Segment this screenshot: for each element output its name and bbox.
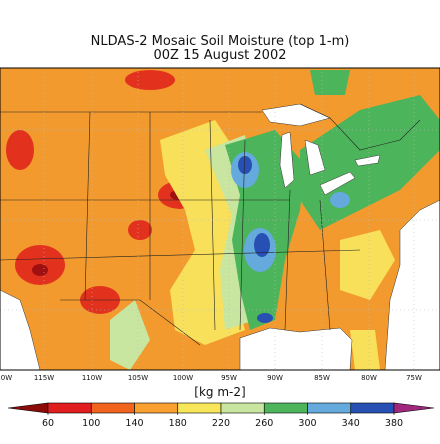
- moderate-band: [340, 230, 395, 300]
- colorbar-unit: [kg m-2]: [194, 385, 245, 399]
- colorbar-segment: [220, 402, 265, 414]
- longitude-label: 95W: [221, 374, 237, 382]
- colorbar-low: [7, 402, 49, 414]
- colorbar-segment: [350, 402, 395, 414]
- colorbar-tick-label: 60: [42, 418, 54, 429]
- colorbar: 60 100 140 180 220 260 300 340 380: [7, 402, 435, 429]
- wet-band: [110, 300, 150, 370]
- wetter-area: [310, 70, 350, 95]
- water: [0, 103, 440, 370]
- longitude-label: 80W: [361, 374, 377, 382]
- longitude-label: 105W: [128, 374, 148, 382]
- colorbar-tick-label: 220: [212, 418, 230, 429]
- longitude-label: 100W: [173, 374, 193, 382]
- longitude-label: 120W: [0, 374, 12, 382]
- grid: [0, 68, 440, 370]
- colorbar-tick-label: 140: [125, 418, 143, 429]
- longitude-label: 85W: [314, 374, 330, 382]
- colorbar-segment: [307, 402, 352, 414]
- colorbar-segment: [177, 402, 222, 414]
- longitude-label: 110W: [82, 374, 102, 382]
- longitude-label: 90W: [267, 374, 283, 382]
- longitude-label: 75W: [406, 374, 422, 382]
- very-wet-area: [238, 156, 273, 323]
- borders: [0, 103, 421, 346]
- colorbar-tick-label: 180: [169, 418, 187, 429]
- longitude-labels: 120W 115W 110W 105W 100W 95W 90W 85W 80W 75W: [0, 374, 422, 382]
- colorbar-tick-label: 380: [385, 418, 403, 429]
- colorbar-segment: [47, 402, 92, 414]
- colorbar-segment: [263, 402, 308, 414]
- moderate-band: [350, 330, 380, 370]
- title-line: 00Z 15 August 2002: [154, 48, 287, 63]
- colorbar-segment: [90, 402, 135, 414]
- title-line: NLDAS-2 Mosaic Soil Moisture (top 1-m): [91, 34, 350, 49]
- colorbar-segment: [134, 402, 179, 414]
- colorbar-tick-label: 100: [82, 418, 100, 429]
- colorbar-high: [393, 402, 435, 414]
- longitude-label: 115W: [34, 374, 54, 382]
- map-frame: [0, 67, 440, 371]
- map: [0, 68, 440, 370]
- colorbar-tick-label: 260: [255, 418, 273, 429]
- colorbar-tick-label: 340: [342, 418, 360, 429]
- colorbar-tick-label: 300: [298, 418, 316, 429]
